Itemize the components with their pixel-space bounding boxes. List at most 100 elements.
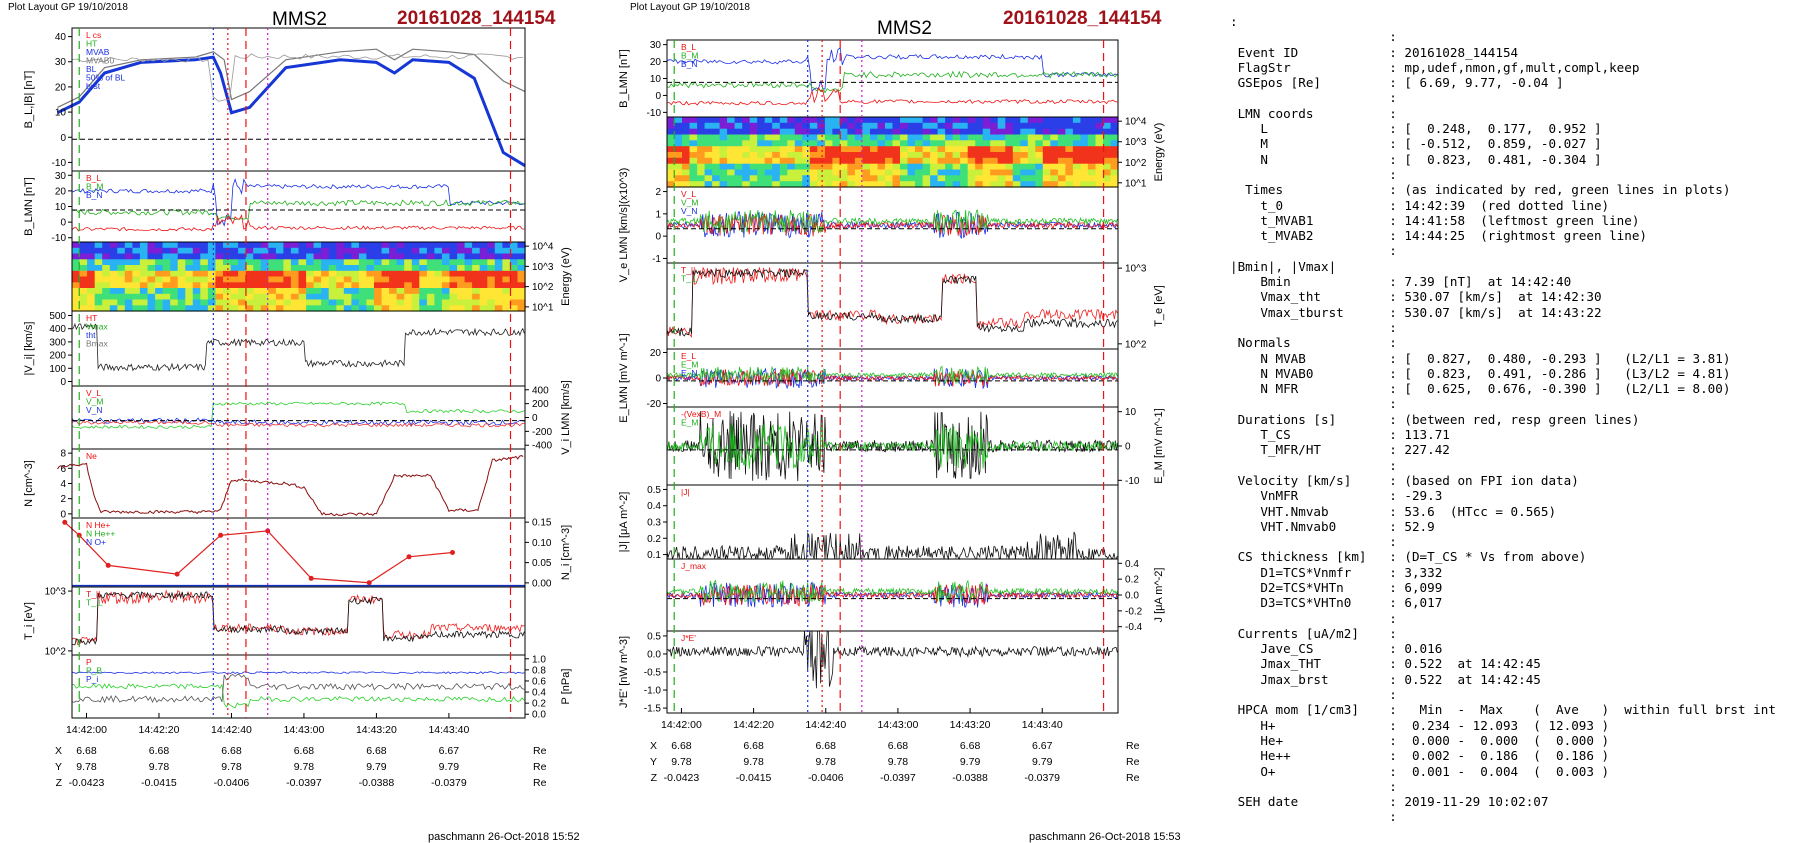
especE-spectrogram-cell [787, 140, 796, 147]
especE-spectrogram-cell [997, 122, 1006, 130]
espec-spectrogram-cell [177, 247, 186, 255]
especE-spectrogram-cell [937, 157, 946, 165]
especE-spectrogram-cell [727, 163, 736, 171]
espec-spectrogram-cell [238, 270, 247, 278]
espec-spectrogram-cell [313, 276, 322, 283]
especE-spectrogram-cell [854, 181, 863, 188]
especE-spectrogram-cell [802, 146, 811, 153]
especE-spectrogram-cell [1087, 128, 1096, 136]
p-frame [71, 654, 526, 719]
especE-spectrogram-cell [787, 169, 796, 176]
especE-spectrogram-cell [847, 181, 856, 188]
especE-spectrogram-cell [945, 181, 954, 188]
espec-spectrogram-cell [509, 259, 519, 266]
espec-spectrogram-cell [502, 276, 511, 283]
especE-spectrogram-cell [1005, 140, 1014, 147]
especE-spectrogram-cell [862, 181, 871, 188]
especE-spectrogram-cell [779, 128, 788, 136]
vi-y-tick-label: 0 [60, 377, 66, 388]
especE-spectrogram-cell [937, 146, 946, 153]
espec-spectrogram-cell [358, 259, 368, 266]
espec-spectrogram-cell [487, 265, 496, 272]
espec-spectrogram-cell [351, 265, 360, 272]
especE-spectrogram-cell [794, 152, 803, 159]
especE-spectrogram-cell [772, 175, 781, 182]
especE-spectrogram-cell [809, 175, 818, 182]
espec-spectrogram-cell [396, 265, 405, 272]
vilmn-trace [71, 417, 525, 426]
especE-spectrogram-cell [1012, 140, 1021, 147]
especE-spectrogram-cell [757, 117, 766, 124]
espec-spectrogram-cell [283, 276, 292, 283]
especE-spectrogram-cell [779, 140, 788, 147]
especE-spectrogram-cell [734, 134, 743, 141]
espec-spectrogram-cell [502, 305, 511, 312]
especE-spectrogram-cell [960, 152, 969, 159]
espec-spectrogram-cell [517, 293, 526, 301]
espec-spectrogram-cell [72, 282, 81, 289]
espec-spectrogram-cell [207, 293, 217, 301]
espec-spectrogram-cell [155, 253, 164, 260]
info-line: N : [ 0.823, 0.481, -0.304 ] [1260, 151, 1602, 167]
especE-spectrogram-cell [892, 146, 901, 153]
espec-spectrogram-cell [374, 270, 383, 278]
blmn-trace [71, 199, 525, 221]
espec-spectrogram-cell [374, 259, 383, 266]
especE-spectrogram-cell [1103, 128, 1112, 136]
especE-spectrogram-cell [802, 157, 811, 165]
espec-spectrogram-cell [192, 259, 201, 266]
especE-spectrogram-cell [1095, 134, 1104, 141]
espec-spectrogram-cell [283, 259, 292, 266]
espec-spectrogram-cell [238, 253, 247, 260]
n-y-tick-label: 2 [60, 494, 66, 505]
position-value: 6.68 [960, 740, 981, 752]
position-value: 6.68 [743, 740, 764, 752]
especE-spectrogram-cell [734, 140, 743, 147]
especE-spectrogram-cell [982, 146, 991, 153]
especE-spectrogram-cell [1050, 140, 1059, 147]
espec-spectrogram-cell [72, 299, 81, 306]
position-row-label: X [55, 745, 62, 757]
especE-spectrogram-cell [982, 175, 991, 182]
info-line: : [1230, 14, 1238, 29]
espec-spectrogram-cell [404, 288, 413, 295]
especE-spectrogram-cell [975, 181, 984, 188]
especE-spectrogram-cell [862, 169, 871, 176]
espec-spectrogram-cell [472, 247, 481, 255]
especE-spectrogram-cell [764, 169, 773, 176]
jlmn-y-tick-label: 0.2 [1125, 575, 1139, 586]
especE-spectrogram-cell [742, 163, 751, 171]
espec-spectrogram-cell [502, 282, 511, 289]
espec-spectrogram-cell [404, 293, 413, 301]
espec-spectrogram-cell [139, 242, 149, 249]
bl-frame [71, 27, 526, 172]
especE-spectrogram-cell [787, 117, 796, 124]
especE-spectrogram-cell [915, 128, 924, 136]
especE-spectrogram-cell [990, 128, 999, 136]
especE-spectrogram-cell [734, 117, 743, 124]
espec-spectrogram-cell [192, 242, 201, 249]
especE-spectrogram-cell [1027, 146, 1036, 153]
especE-spectrogram-cell [719, 140, 728, 147]
espec-spectrogram-cell [321, 259, 330, 266]
especE-spectrogram-cell [907, 181, 916, 188]
especE-spectrogram-cell [967, 128, 976, 136]
espec-spectrogram-cell [124, 299, 133, 306]
espec-spectrogram-cell [381, 270, 390, 278]
especE-spectrogram-cell [674, 146, 683, 153]
espec-spectrogram-cell [207, 247, 217, 255]
espec-spectrogram-cell [441, 288, 451, 295]
especE-spectrogram-cell [772, 122, 781, 130]
espec-spectrogram-cell [411, 305, 420, 312]
especE-spectrogram-cell [832, 169, 841, 176]
especE-spectrogram-cell [697, 169, 706, 176]
espec-spectrogram-cell [72, 259, 81, 266]
espec-spectrogram-cell [132, 270, 141, 278]
espec-spectrogram-cell [72, 276, 81, 283]
especE-spectrogram-cell [712, 163, 721, 171]
info-line: CS thickness [km] : (D=T_CS * Vs from ab… [1237, 549, 1587, 565]
espec-spectrogram-cell [358, 253, 368, 260]
espec-spectrogram-cell [404, 265, 413, 272]
especE-spectrogram-cell [1012, 152, 1021, 159]
especE-spectrogram-cell [809, 181, 818, 188]
